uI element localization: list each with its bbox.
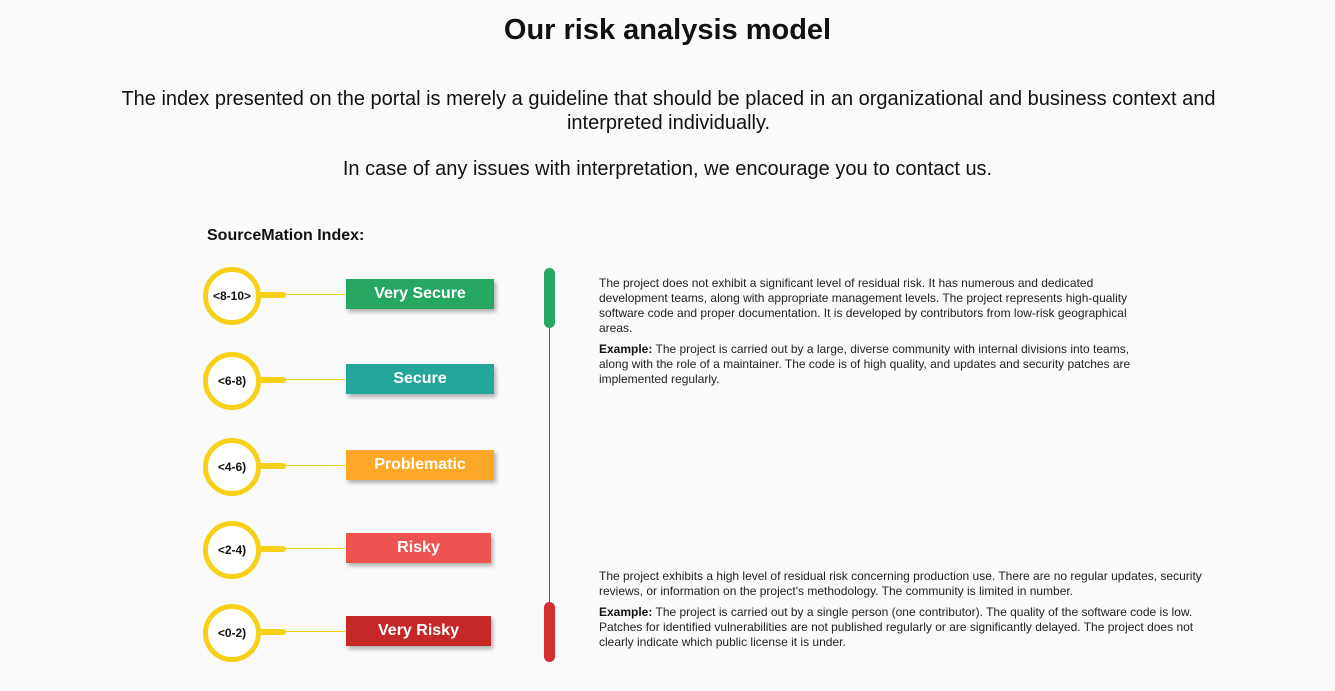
index-label: SourceMation Index: (207, 227, 365, 244)
contact-text: In case of any issues with interpretatio… (342, 158, 993, 180)
index-level-secure: <6-8) Secure (203, 352, 503, 410)
intro-text: The index presented on the portal is mer… (121, 88, 1216, 134)
level-badge: Problematic (346, 450, 494, 480)
connector-line (285, 294, 345, 295)
level-badge: Very Risky (346, 616, 491, 646)
description-bottom: The project exhibits a high level of res… (599, 569, 1224, 656)
circle-stub (258, 463, 286, 469)
circle-stub (258, 629, 286, 635)
example-label: Example: (599, 342, 653, 356)
index-level-risky: <2-4) Risky (203, 521, 503, 579)
connector-line (285, 548, 345, 549)
range-circle: <8-10> (203, 267, 261, 325)
connector-line (285, 379, 345, 380)
scale-line (549, 290, 550, 630)
description-top: The project does not exhibit a significa… (599, 276, 1144, 393)
circle-stub (258, 546, 286, 552)
description-top-example: Example: The project is carried out by a… (599, 342, 1144, 387)
range-circle: <0-2) (203, 604, 261, 662)
level-badge: Secure (346, 364, 494, 394)
level-badge: Very Secure (346, 279, 494, 309)
circle-stub (258, 292, 286, 298)
page-title: Our risk analysis model (503, 14, 832, 46)
description-top-text: The project does not exhibit a significa… (599, 276, 1128, 335)
circle-stub (258, 377, 286, 383)
index-level-very-risky: <0-2) Very Risky (203, 604, 503, 662)
range-circle: <2-4) (203, 521, 261, 579)
scale-bottom-cap (544, 602, 555, 662)
scale-top-cap (544, 268, 555, 328)
index-level-problematic: <4-6) Problematic (203, 438, 503, 496)
range-circle: <6-8) (203, 352, 261, 410)
example-text: The project is carried out by a single p… (599, 605, 1194, 649)
example-label: Example: (599, 605, 653, 619)
description-bottom-example: Example: The project is carried out by a… (599, 605, 1224, 650)
example-text: The project is carried out by a large, d… (599, 342, 1131, 386)
index-level-very-secure: <8-10> Very Secure (203, 267, 503, 325)
connector-line (285, 465, 345, 466)
description-bottom-text: The project exhibits a high level of res… (599, 569, 1202, 598)
range-circle: <4-6) (203, 438, 261, 496)
connector-line (285, 631, 345, 632)
level-badge: Risky (346, 533, 491, 563)
